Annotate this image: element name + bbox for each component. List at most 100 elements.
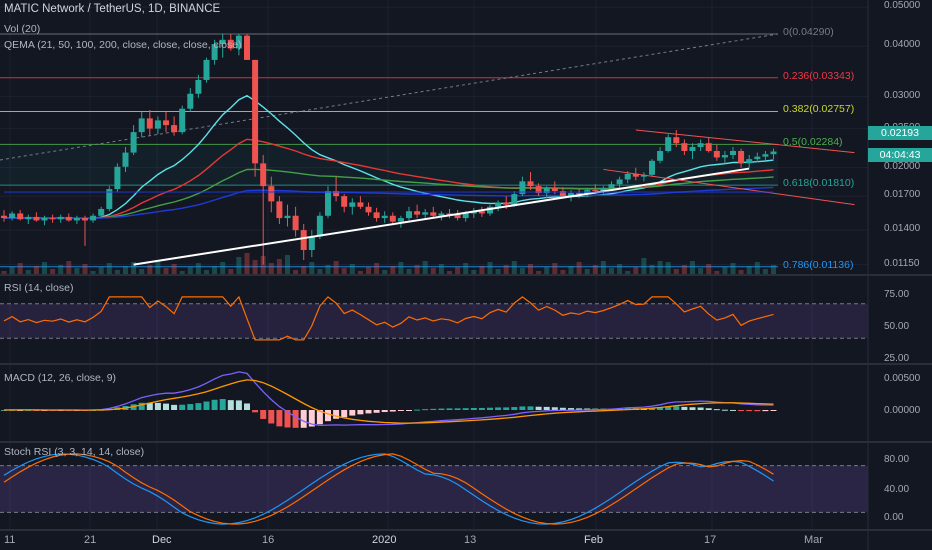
candle-body <box>397 218 404 222</box>
candle-body <box>487 206 493 214</box>
time-axis-label: 21 <box>84 534 97 546</box>
candle-body <box>219 39 226 45</box>
macd-histogram-bar <box>219 399 226 410</box>
macd-histogram-bar <box>397 410 404 411</box>
qema-indicator-label[interactable]: QEMA (21, 50, 100, 200, close, close, cl… <box>4 39 242 51</box>
macd-histogram-bar <box>721 409 728 411</box>
candle-body <box>349 202 356 207</box>
candle-body <box>82 218 88 221</box>
candle-body <box>154 120 161 129</box>
candle-body <box>341 196 348 207</box>
price-axis-label: 0.02000 <box>884 160 921 172</box>
macd-histogram-bar <box>746 410 753 412</box>
macd-title[interactable]: MACD (12, 26, close, 9) <box>4 372 117 384</box>
volume-bar <box>114 270 120 274</box>
macd-axis-high: 0.00500 <box>884 373 921 384</box>
candle-body <box>754 156 761 160</box>
ema-100-line <box>3 168 774 219</box>
volume-bar <box>131 262 137 274</box>
macd-histogram-bar <box>673 406 680 410</box>
macd-histogram-bar <box>300 410 307 428</box>
volume-bar <box>58 265 64 274</box>
volume-indicator-label[interactable]: Vol (20) <box>4 23 41 35</box>
candle-body <box>171 125 178 133</box>
candle-body <box>389 215 396 222</box>
macd-histogram-bar <box>657 407 664 410</box>
candle-body <box>316 215 323 237</box>
macd-histogram-bar <box>681 406 688 410</box>
macd-histogram-bar <box>154 402 161 410</box>
volume-bar <box>357 271 363 274</box>
macd-histogram-bar <box>649 407 655 410</box>
candle-body <box>576 193 583 195</box>
macd-histogram-bar <box>559 407 566 410</box>
candle-body <box>713 150 720 158</box>
volume-bar <box>503 265 509 274</box>
candle-body <box>446 213 453 215</box>
volume-bar <box>592 265 598 274</box>
macd-histogram-bar <box>511 407 518 410</box>
fib-label: 0.5(0.02284) <box>783 136 843 149</box>
macd-histogram-bar <box>195 403 202 410</box>
volume-bar <box>706 264 712 274</box>
volume-bar <box>495 269 501 274</box>
volume-bar <box>649 265 655 274</box>
macd-histogram-bar <box>235 400 242 410</box>
candle-body <box>519 181 526 195</box>
macd-histogram-bar <box>754 410 761 412</box>
candle-body <box>9 213 16 219</box>
volume-bar <box>252 260 258 274</box>
time-axis-label: Mar <box>804 534 823 546</box>
macd-histogram-bar <box>365 410 372 414</box>
macd-axis-zero: 0.00000 <box>884 405 921 416</box>
time-axis-label: 17 <box>704 534 717 546</box>
volume-bar <box>106 263 112 274</box>
macd-histogram-bar <box>503 407 510 410</box>
price-axis-label: 0.01400 <box>884 223 921 235</box>
candle-body <box>478 211 485 214</box>
volume-bar <box>568 266 574 274</box>
candle-body <box>268 186 275 202</box>
candle-body <box>438 213 445 216</box>
volume-bar <box>544 267 550 274</box>
candle-body <box>649 160 655 175</box>
macd-histogram-bar <box>146 402 153 410</box>
candle-body <box>98 208 105 216</box>
volume-bar <box>90 271 96 274</box>
candle-body <box>454 214 461 219</box>
time-axis-label: Feb <box>584 534 603 546</box>
volume-bar <box>74 268 80 274</box>
macd-histogram-bar <box>527 406 534 410</box>
symbol-title[interactable]: MATIC Network / TetherUS, 1D, BINANCE <box>4 3 221 15</box>
candle-body <box>65 216 72 221</box>
macd-histogram-bar <box>171 404 178 410</box>
fib-label: 0.786(0.01136) <box>783 258 854 271</box>
volume-bar <box>584 269 590 274</box>
rsi-title[interactable]: RSI (14, close) <box>4 282 74 294</box>
macd-histogram-bar <box>227 400 234 410</box>
macd-histogram-bar <box>543 406 550 410</box>
stoch-rsi-title[interactable]: Stoch RSI (3, 3, 14, 14, close) <box>4 446 145 458</box>
volume-bar <box>722 267 728 274</box>
volume-bar <box>66 261 72 274</box>
candle-body <box>308 236 315 251</box>
volume-bar <box>528 264 533 274</box>
candle-body <box>608 184 615 189</box>
time-axis-label: Dec <box>152 534 172 546</box>
volume-bar <box>285 255 290 274</box>
macd-histogram-bar <box>260 410 267 419</box>
candle-body <box>373 212 380 219</box>
macd-histogram-bar <box>495 407 502 410</box>
candle-body <box>163 120 169 126</box>
stoch-band <box>0 465 868 513</box>
stoch-axis-40: 40.00 <box>884 484 910 495</box>
descending-resistance <box>635 129 855 154</box>
ascending-trendline <box>133 167 750 266</box>
volume-bar <box>438 264 444 274</box>
volume-bar <box>771 265 776 274</box>
stoch-axis-80: 80.00 <box>884 454 910 465</box>
candle-body <box>17 213 24 220</box>
volume-bar <box>309 262 315 274</box>
fib-label: 0.618(0.01810) <box>783 177 855 190</box>
